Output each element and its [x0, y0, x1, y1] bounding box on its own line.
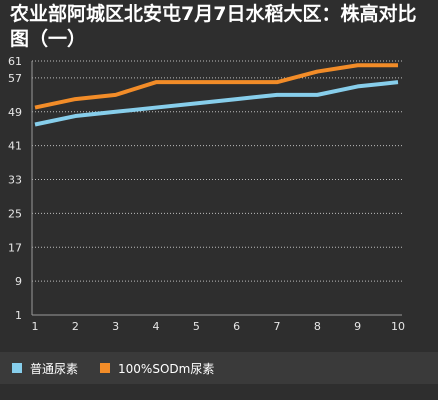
data-point-series-2: [154, 80, 158, 84]
x-tick-labels: 1 2 3 4 5 6 7 8 9 10: [32, 320, 406, 333]
data-point-series-1: [275, 93, 279, 97]
data-point-series-2: [194, 80, 198, 84]
y-tick-labels: 1 9 17 25 33 41 49 57 61: [8, 55, 22, 322]
data-point-series-2: [33, 106, 37, 110]
axes: [31, 61, 402, 316]
x-tick-label: 5: [193, 320, 200, 333]
data-point-series-2: [73, 97, 77, 101]
data-point-series-1: [396, 80, 400, 84]
legend-item-series-2[interactable]: 100%SODm尿素: [100, 360, 214, 377]
legend: 普通尿素 100%SODm尿素: [0, 352, 438, 384]
legend-swatch-series-2: [100, 363, 111, 373]
footer-band: [0, 384, 438, 400]
x-tick-label: 8: [314, 320, 321, 333]
y-tick-label: 57: [8, 72, 22, 85]
x-tick-label: 1: [32, 320, 39, 333]
y-tick-label: 17: [8, 241, 22, 254]
line-chart: 1 9 17 25 33 41 49 57 61 1 2 3 4 5 6 7 8 9 10: [8, 55, 406, 333]
data-point-series-2: [235, 80, 239, 84]
data-point-series-2: [275, 80, 279, 84]
data-point-series-1: [235, 97, 239, 101]
data-point-series-2: [315, 70, 319, 74]
x-tick-label: 3: [112, 320, 119, 333]
data-point-series-1: [194, 101, 198, 105]
data-point-series-1: [154, 106, 158, 110]
legend-item-series-1[interactable]: 普通尿素: [12, 360, 78, 377]
y-tick-label: 9: [15, 275, 22, 288]
grid-lines: [32, 60, 402, 282]
data-point-series-1: [73, 114, 77, 118]
y-tick-label: 49: [8, 106, 22, 119]
data-point-series-1: [356, 84, 360, 88]
data-point-series-2: [356, 63, 360, 67]
series-line-2: [34, 63, 398, 110]
legend-label-series-2: 100%SODm尿素: [118, 361, 215, 376]
y-tick-label: 61: [8, 55, 22, 68]
data-point-series-1: [315, 93, 319, 97]
data-point-series-2: [114, 93, 118, 97]
data-point-series-1: [114, 110, 118, 114]
legend-swatch-series-1: [12, 363, 22, 373]
y-tick-label: 41: [8, 140, 22, 153]
x-tick-label: 6: [233, 320, 240, 333]
x-tick-label: 7: [274, 320, 281, 333]
y-tick-label: 1: [15, 309, 22, 322]
x-tick-label: 9: [354, 320, 361, 333]
x-tick-label: 4: [153, 320, 160, 333]
y-tick-label: 33: [8, 174, 22, 187]
y-tick-label: 25: [8, 207, 22, 220]
data-point-series-1: [33, 123, 37, 127]
x-tick-label: 2: [72, 320, 79, 333]
data-point-series-2: [396, 63, 400, 67]
x-tick-label: 10: [391, 320, 405, 333]
series-lines: [33, 63, 400, 127]
series-line-1: [34, 80, 399, 127]
legend-label-series-1: 普通尿素: [30, 361, 79, 376]
chart-title: 农业部阿城区北安屯7月7日水稻大区：株高对比图（一）: [10, 3, 417, 50]
